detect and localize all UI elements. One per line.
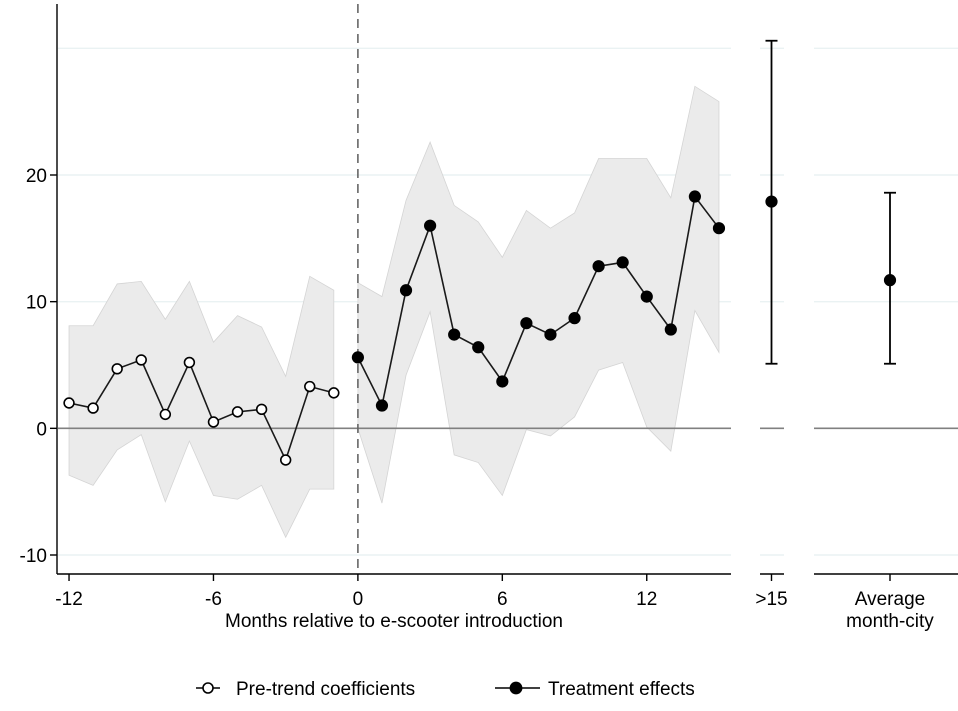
point-pre-trend <box>111 363 123 375</box>
point-treatment <box>375 399 389 412</box>
point-treatment <box>472 341 485 354</box>
x-axis-title: Months relative to e-scooter introductio… <box>225 611 563 632</box>
point-treatment <box>351 351 364 364</box>
point-treatment <box>496 375 509 388</box>
x-tick-label-side-2-line-1: Average <box>855 589 925 610</box>
y-tick-label: 10 <box>26 293 47 314</box>
y-tick-label: 0 <box>36 419 47 440</box>
point-pre-trend <box>87 402 99 414</box>
point-pre-trend <box>279 454 292 466</box>
point-pre-trend <box>159 408 172 421</box>
point-pre-trend <box>255 403 268 416</box>
point-treatment <box>399 284 413 297</box>
point-pre-trend <box>328 387 340 399</box>
x-tick-label: 0 <box>353 589 364 610</box>
series-line-pre-trend <box>68 358 335 463</box>
point-treatment <box>448 328 461 341</box>
series-lines <box>63 190 726 466</box>
point-treatment <box>568 312 581 325</box>
point-treatment <box>544 328 557 341</box>
y-tick-label: -10 <box>20 546 47 567</box>
point-treatment <box>688 190 701 203</box>
side-panel-1 <box>765 39 778 365</box>
point-treatment <box>592 260 605 273</box>
point-treatment <box>640 290 653 303</box>
x-tick-label-side-1: >15 <box>755 589 787 610</box>
legend-label-pre-trend: Pre-trend coefficients <box>236 679 415 700</box>
ci-band-pre-trend <box>68 275 335 539</box>
x-tick-label: 6 <box>497 589 508 610</box>
legend-marker-treatment <box>509 681 523 695</box>
point-treatment <box>520 317 533 330</box>
point-pre-trend <box>207 416 220 428</box>
point-treatment <box>712 222 726 235</box>
side-panels <box>765 39 897 365</box>
point-treatment <box>424 219 437 232</box>
point-pre-trend <box>304 380 316 393</box>
ci-band-treatment <box>357 85 720 504</box>
point-pre-trend <box>135 354 147 366</box>
reference-lines <box>58 4 958 574</box>
point-treatment <box>616 256 629 269</box>
point-pre-trend <box>231 406 244 418</box>
axes <box>56 4 958 575</box>
y-tick-label: 20 <box>26 166 47 187</box>
x-tick-label: -6 <box>205 589 222 610</box>
legend-marker-pre-trend <box>202 682 214 694</box>
point-pre-trend <box>63 397 75 409</box>
x-tick-label: -12 <box>55 589 82 610</box>
point-pre-trend <box>183 356 196 369</box>
legend: Pre-trend coefficients Treatment effects <box>196 679 695 700</box>
confidence-bands <box>68 85 720 539</box>
point-treatment <box>664 323 677 336</box>
side-panel-2 <box>883 191 897 365</box>
legend-label-treatment: Treatment effects <box>548 679 695 700</box>
x-tick-label: 12 <box>636 589 657 610</box>
point-estimate <box>883 274 897 287</box>
series-line-treatment <box>357 194 720 408</box>
point-estimate <box>765 195 778 208</box>
x-tick-label-side-2-line-2: month-city <box>846 611 934 632</box>
